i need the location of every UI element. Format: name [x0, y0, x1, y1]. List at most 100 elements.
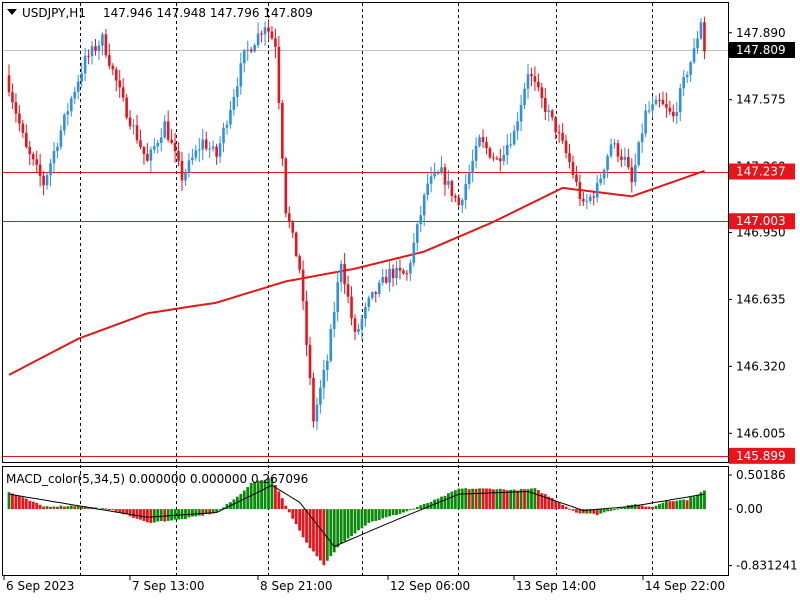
- candle: [412, 233, 416, 267]
- candle-body: [142, 146, 146, 155]
- macd-bar: [609, 509, 613, 511]
- candle: [557, 124, 561, 144]
- macd-bar: [139, 509, 142, 520]
- candle-body: [685, 74, 689, 78]
- candle: [471, 149, 474, 183]
- macd-bar: [28, 500, 32, 510]
- candle-body: [450, 181, 454, 196]
- candle: [640, 123, 644, 153]
- candle: [229, 101, 232, 129]
- macd-bar: [467, 489, 471, 510]
- candle: [457, 194, 461, 207]
- candle: [350, 286, 353, 326]
- candle-body: [460, 200, 464, 206]
- candle: [450, 179, 454, 203]
- candle: [519, 94, 523, 132]
- candle: [121, 78, 125, 102]
- macd-bar: [571, 509, 575, 511]
- macd-bar: [498, 488, 502, 510]
- candle-body: [699, 22, 703, 39]
- symbol-dropdown-icon[interactable]: [7, 9, 17, 15]
- macd-bar: [101, 508, 104, 510]
- candle-body: [502, 155, 506, 162]
- candle-body: [25, 132, 28, 147]
- candle: [696, 30, 699, 54]
- macd-bar: [80, 506, 84, 510]
- symbol-label[interactable]: USDJPY,H1: [22, 6, 86, 20]
- macd-bar: [45, 506, 49, 510]
- candle-body: [367, 297, 371, 308]
- candle: [298, 254, 301, 274]
- macd-bar: [647, 506, 651, 510]
- candle: [692, 38, 696, 65]
- price-axis-tick: 146.005: [736, 426, 786, 440]
- candle: [568, 144, 571, 169]
- candle-body: [191, 157, 194, 161]
- candle-body: [18, 113, 21, 124]
- candle-body: [56, 146, 59, 152]
- time-axis[interactable]: 6 Sep 2023 7 Sep 13:00 8 Sep 21:00 12 Sep 0…: [3, 576, 725, 593]
- macd-bar: [588, 509, 592, 514]
- macd-bar: [519, 489, 523, 510]
- candle-body: [135, 125, 139, 141]
- candle-body: [301, 269, 305, 301]
- candle-body: [128, 117, 132, 127]
- macd-bar: [613, 509, 616, 511]
- macd-bar: [24, 498, 28, 510]
- candle: [599, 173, 602, 186]
- macd-bar: [267, 478, 270, 510]
- candle: [218, 136, 222, 164]
- candle: [346, 275, 350, 304]
- candle-body: [83, 55, 87, 74]
- price-axis-tick: 146.320: [736, 359, 786, 373]
- macd-bar: [363, 509, 367, 526]
- macd-bar: [523, 489, 526, 510]
- candle: [564, 134, 568, 159]
- candle: [685, 71, 689, 83]
- macd-bar: [87, 507, 90, 510]
- macd-bar: [492, 489, 495, 510]
- candle-body: [616, 143, 620, 157]
- candle: [249, 47, 253, 54]
- macd-bar: [111, 509, 115, 511]
- candle: [108, 43, 111, 70]
- candle: [678, 83, 682, 122]
- macd-bar: [543, 494, 547, 510]
- candle: [637, 140, 641, 168]
- macd-bar: [564, 506, 568, 510]
- candle-body: [672, 111, 675, 117]
- candle-body: [239, 63, 243, 87]
- candle: [59, 124, 63, 150]
- macd-bar: [274, 484, 277, 510]
- candle: [561, 123, 564, 144]
- time-axis-label: 6 Sep 2023: [6, 579, 74, 593]
- macd-bar: [377, 509, 381, 520]
- candle-body: [620, 156, 623, 160]
- macd-bar: [668, 501, 672, 510]
- candle: [76, 74, 80, 100]
- candle: [7, 64, 11, 97]
- time-axis-label: 7 Sep 13:00: [132, 579, 204, 593]
- macd-bar: [530, 488, 533, 510]
- macd-bar: [405, 509, 409, 512]
- candle-body: [170, 139, 173, 143]
- macd-bar: [620, 508, 623, 510]
- macd-bar: [464, 488, 468, 510]
- candle-body: [422, 194, 426, 216]
- candle-body: [595, 183, 599, 198]
- macd-bar: [197, 509, 201, 516]
- macd-bar: [156, 509, 160, 522]
- candle-body: [208, 148, 211, 150]
- candle-body: [633, 165, 637, 183]
- price-panel[interactable]: [2, 2, 729, 463]
- candle-body: [644, 110, 647, 134]
- candle-body: [533, 76, 537, 82]
- candle: [689, 60, 692, 82]
- macd-bar: [132, 509, 135, 518]
- time-axis-label: 14 Sep 22:00: [645, 579, 725, 593]
- candle: [464, 174, 468, 209]
- candle: [187, 153, 191, 178]
- candle-body: [343, 263, 346, 285]
- candle: [481, 129, 485, 148]
